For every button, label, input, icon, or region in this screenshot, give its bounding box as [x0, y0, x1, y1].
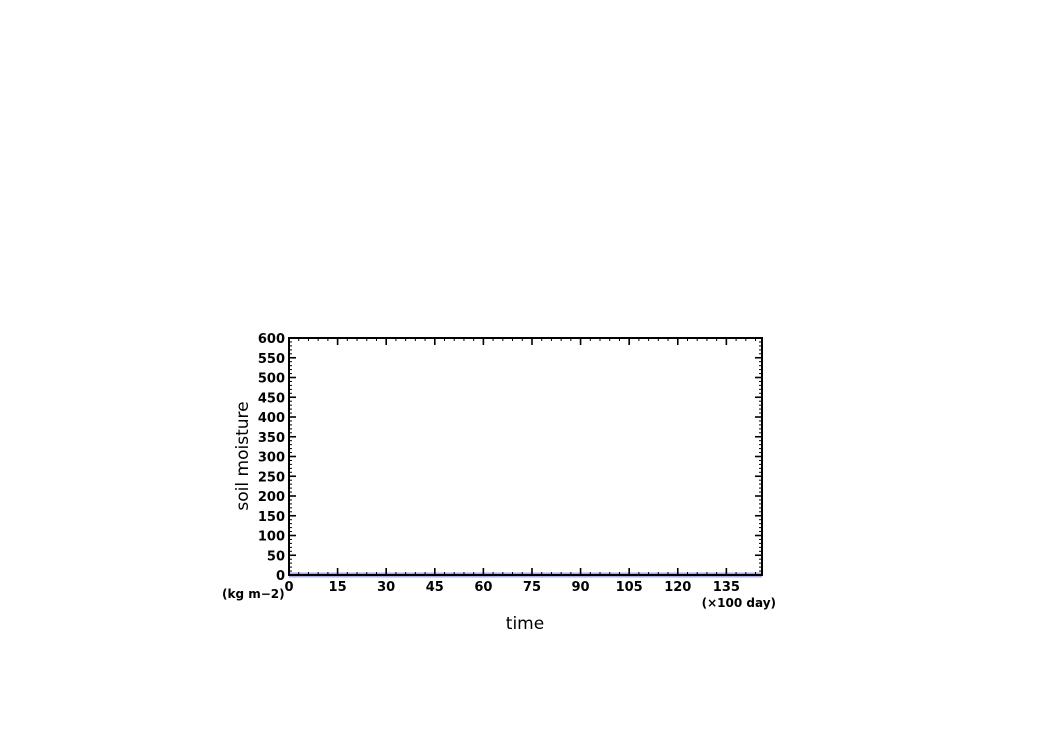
x-tick-label: 120 [664, 580, 691, 595]
plot-frame-layer [288, 337, 763, 576]
x-tick-label: 30 [377, 580, 395, 595]
x-tick-label: 75 [523, 580, 541, 595]
x-tick-label: 60 [474, 580, 492, 595]
plot-frame [288, 337, 763, 576]
y-axis-title: soil moisture [233, 401, 253, 510]
y-tick-label: 0 [276, 569, 285, 584]
y-tick-label: 200 [258, 490, 285, 505]
x-tick-label: 15 [329, 580, 347, 595]
x-tick-label: 105 [616, 580, 643, 595]
y-tick-label: 400 [258, 411, 285, 426]
y-tick-label: 300 [258, 451, 285, 466]
label-layer: 0 15 30 45 60 75 90 105 120 135 0 50 100 150 200 250 300… [258, 332, 740, 595]
y-tick-label: 550 [258, 352, 285, 367]
x-axis-unit: (×100 day) [702, 596, 776, 610]
y-tick-label: 350 [258, 431, 285, 446]
y-tick-label: 450 [258, 391, 285, 406]
y-tick-label: 150 [258, 510, 285, 525]
y-tick-label: 600 [258, 332, 285, 347]
x-tick-label: 135 [713, 580, 740, 595]
y-axis-unit: (kg m−2) [222, 587, 285, 601]
x-tick-label: 90 [572, 580, 590, 595]
x-axis-title: time [506, 614, 544, 634]
y-tick-label: 250 [258, 470, 285, 485]
y-tick-label: 100 [258, 530, 285, 545]
x-tick-label: 0 [284, 580, 293, 595]
y-tick-label: 50 [267, 549, 285, 564]
y-tick-label: 500 [258, 372, 285, 387]
tick-layer [288, 337, 762, 576]
x-tick-label: 45 [426, 580, 444, 595]
